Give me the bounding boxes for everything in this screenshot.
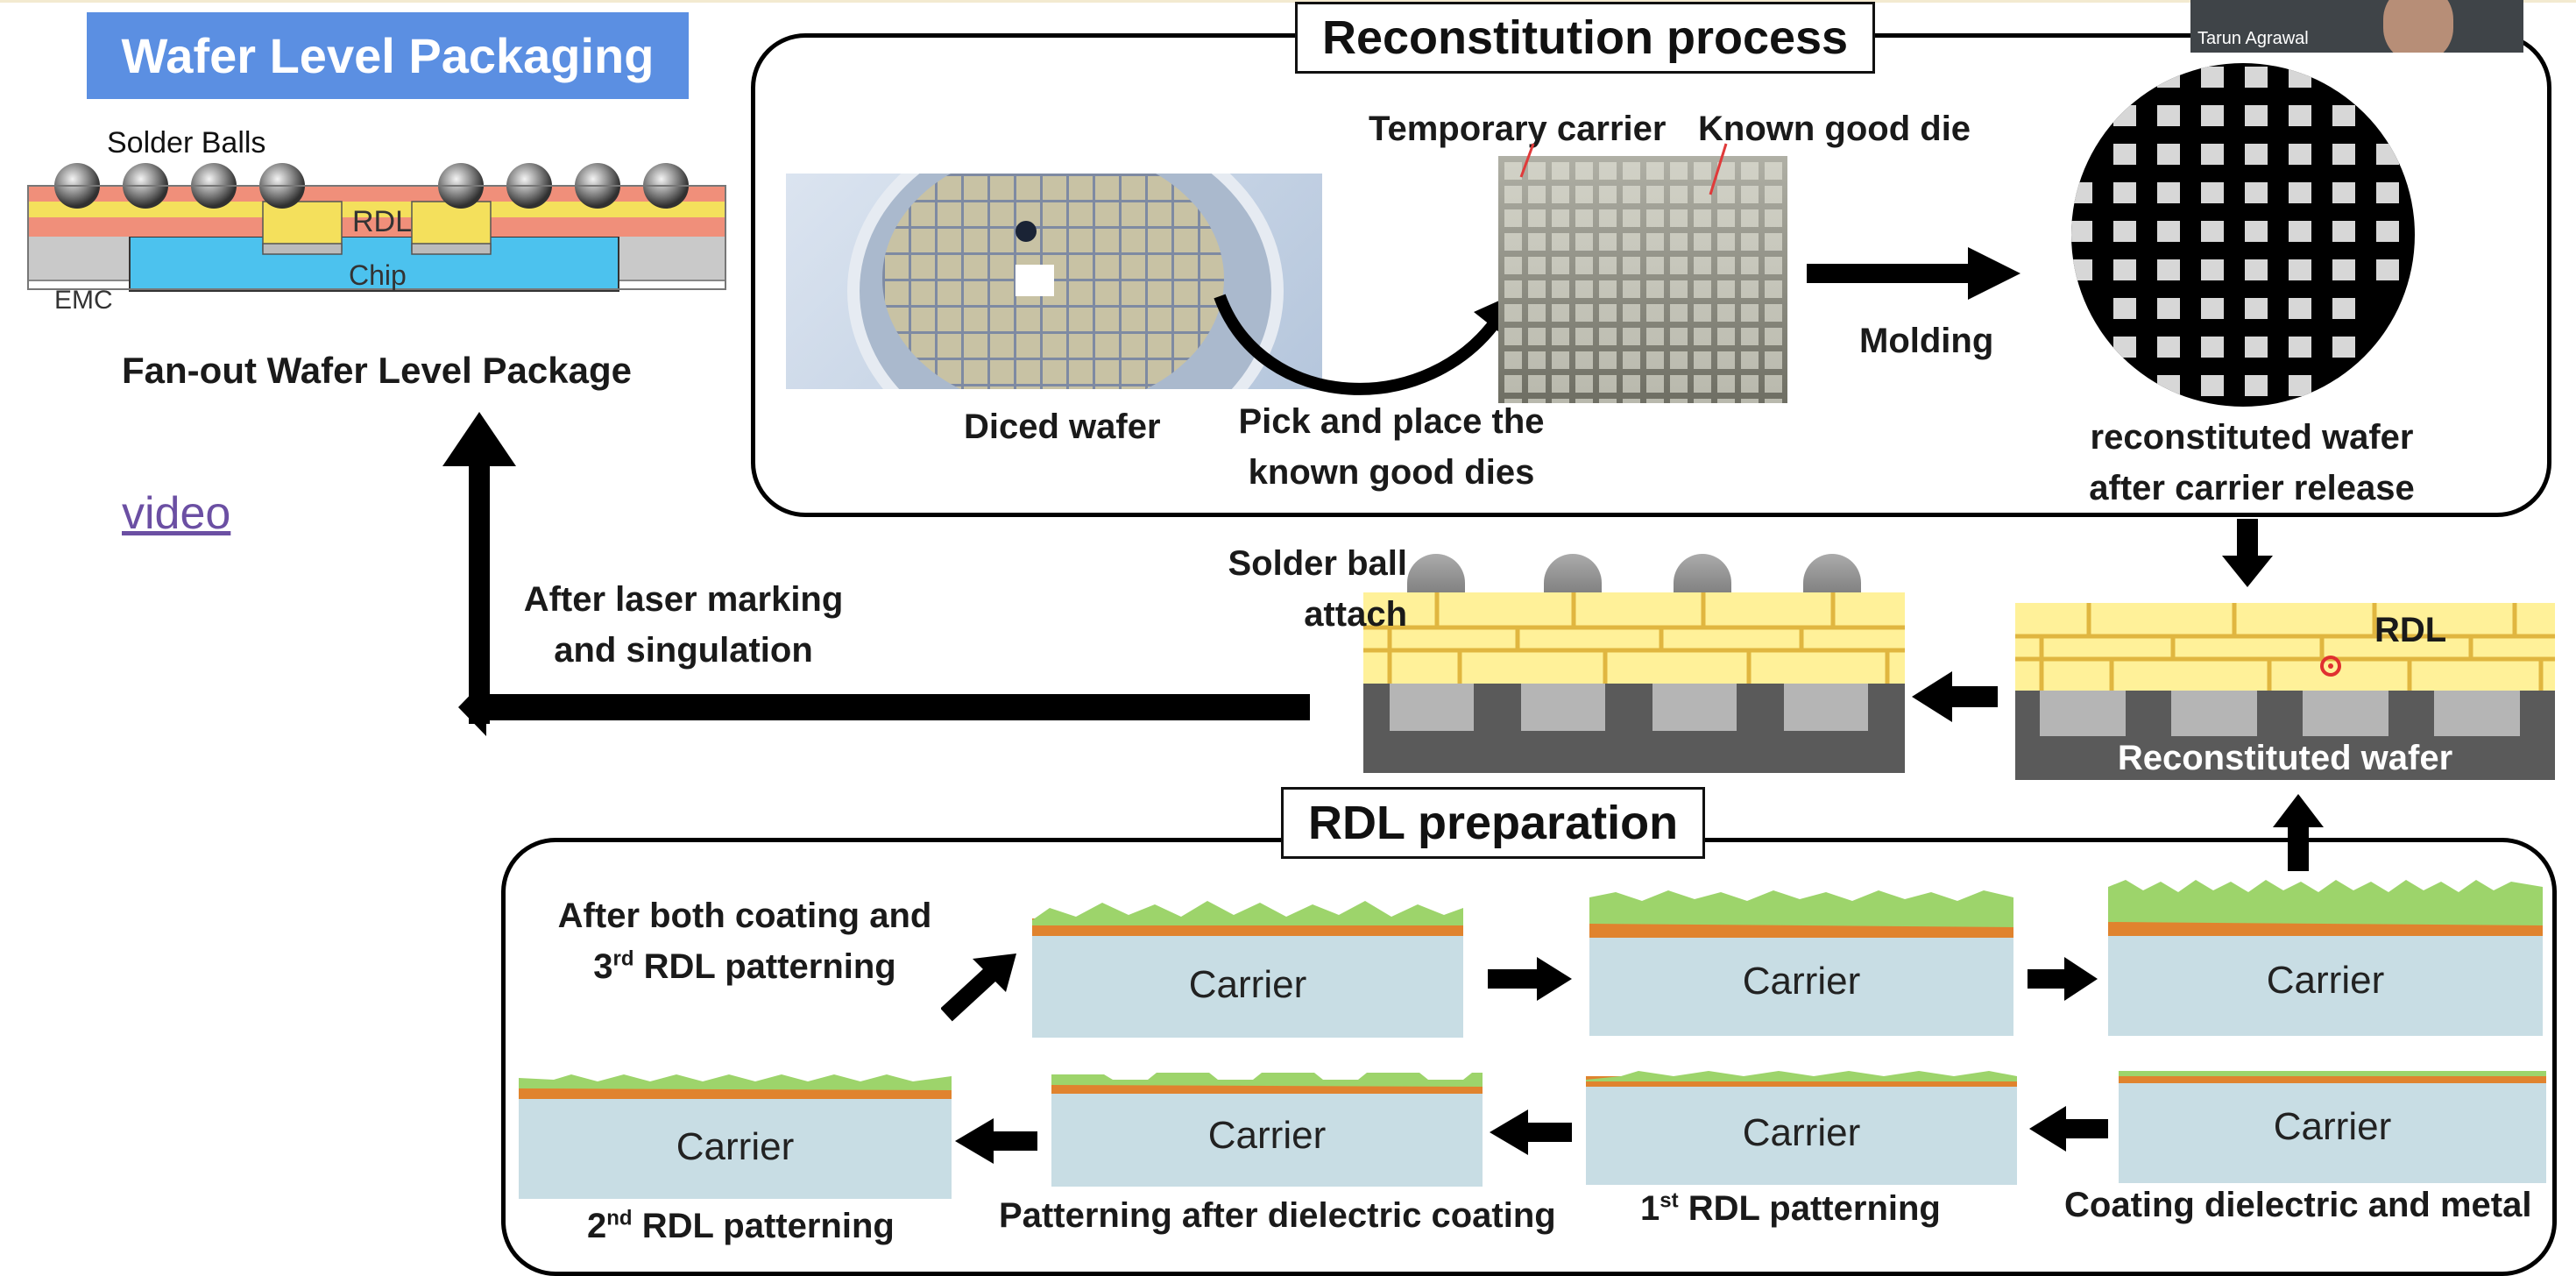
reconstituted-wafer-label: Reconstituted wafer [2117, 739, 2453, 777]
solder-balls-label: Solder Balls [107, 126, 266, 160]
rdl-preparation-title: RDL preparation [1281, 787, 1706, 859]
after-both-coating-label: After both coating and 3rd RDL patternin… [557, 897, 932, 986]
up-arrow [2273, 794, 2324, 871]
rdl-label: RDL [2374, 611, 2447, 649]
participant-face [2383, 0, 2453, 53]
video-link[interactable]: video [122, 488, 231, 539]
carrier-step-patterning-after: Carrier [1051, 1067, 1483, 1187]
carrier-step-final: Carrier [2108, 876, 2543, 1036]
diced-wafer-photo [786, 174, 1322, 389]
reconstitution-title: Reconstitution process [1295, 2, 1876, 74]
solder-ball-attach-section [1363, 554, 1905, 773]
pick-place-label: Pick and place the known good dies [1238, 402, 1545, 492]
left-arrow-b2 [1490, 1109, 1572, 1155]
carrier-step-2nd-rdl: Carrier [519, 1071, 952, 1199]
right-arrow-2 [2028, 957, 2098, 1001]
carrier-step-1st-rdl: Carrier [1586, 1067, 2017, 1185]
molding-arrow [1807, 247, 2020, 300]
diced-wafer-label: Diced wafer [964, 408, 1161, 446]
left-arrow-b1 [2029, 1106, 2108, 1152]
down-arrow [2222, 519, 2273, 587]
laser-marking-label: After laser marking and singulation [523, 580, 844, 670]
second-rdl-label: 2nd RDL patterning [587, 1206, 895, 1245]
chip-label: Chip [349, 259, 407, 291]
return-arrow [442, 412, 1310, 736]
first-rdl-label: 1st RDL patterning [1640, 1188, 1941, 1228]
right-arrow-1 [1488, 957, 1572, 1001]
participant-video-thumbnail[interactable]: Tarun Agrawal [2190, 0, 2523, 53]
carrier-step-coating: Carrier [2119, 1071, 2546, 1183]
top-accent-line [0, 0, 2576, 3]
fan-out-package-diagram [27, 163, 726, 292]
patterning-after-label: Patterning after dielectric coating [999, 1196, 1556, 1235]
molding-label: Molding [1859, 322, 1994, 360]
package-caption: Fan-out Wafer Level Package [122, 350, 632, 391]
pointer-lines [1519, 143, 1728, 195]
rdl-layer-label: RDL [352, 205, 413, 238]
reconstituted-wafer-graphic [2071, 63, 2415, 407]
carrier-step-3rd-rdl: Carrier [1032, 890, 1463, 1038]
emc-label: EMC [54, 286, 113, 315]
solder-ball-attach-label: Solder ball attach [1228, 544, 1408, 634]
left-arrow-b3 [955, 1118, 1037, 1164]
reconstituted-wafer-caption: reconstituted wafer after carrier release [2089, 418, 2415, 507]
coating-label: Coating dielectric and metal [2064, 1186, 2532, 1224]
known-good-die-label: Known good die [1698, 110, 1971, 148]
reconstituted-wafer-section [2015, 603, 2555, 780]
left-arrow-middle [1912, 671, 1998, 722]
carrier-step-coat-3: Carrier [1589, 885, 2013, 1036]
page-title: Wafer Level Packaging [87, 12, 689, 99]
diagonal-arrow [941, 953, 1016, 1022]
temporary-carrier-label: Temporary carrier [1369, 110, 1667, 148]
participant-name: Tarun Agrawal [2197, 29, 2309, 48]
